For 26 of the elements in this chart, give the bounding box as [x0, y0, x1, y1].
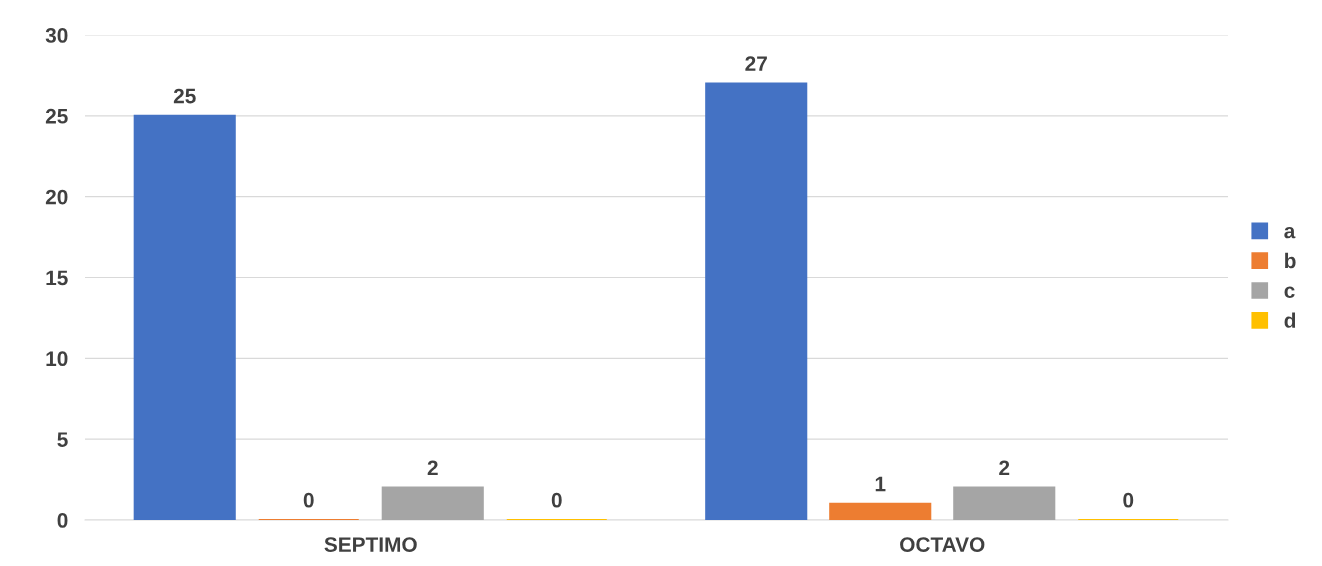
- bar: [133, 114, 236, 520]
- y-tick-label: 10: [46, 351, 68, 367]
- data-label: 0: [1123, 492, 1134, 508]
- y-tick-label: 5: [57, 432, 68, 447]
- x-tick-label: SEPTIMO: [324, 537, 417, 552]
- data-label: 2: [427, 460, 438, 476]
- legend-label: d: [1284, 312, 1296, 328]
- data-label: 25: [173, 88, 196, 104]
- x-tick-label: OCTAVO: [900, 537, 985, 552]
- bar: [381, 486, 484, 520]
- data-label: 0: [303, 492, 314, 508]
- y-tick-label: 25: [45, 108, 68, 124]
- legend-label: c: [1284, 286, 1295, 299]
- data-label: 2: [999, 460, 1010, 476]
- data-label: 27: [745, 56, 767, 71]
- y-tick-label: 30: [45, 28, 68, 43]
- data-label: 1: [875, 476, 886, 492]
- legend-label: b: [1285, 252, 1296, 269]
- y-tick-label: 0: [57, 513, 68, 528]
- legend-label: a: [1284, 226, 1296, 239]
- y-tick-label: 15: [46, 270, 68, 286]
- bar: [829, 502, 932, 520]
- bar: [705, 82, 808, 520]
- y-tick-label: 20: [45, 189, 68, 205]
- data-label: 0: [551, 492, 562, 508]
- bar: [953, 486, 1056, 520]
